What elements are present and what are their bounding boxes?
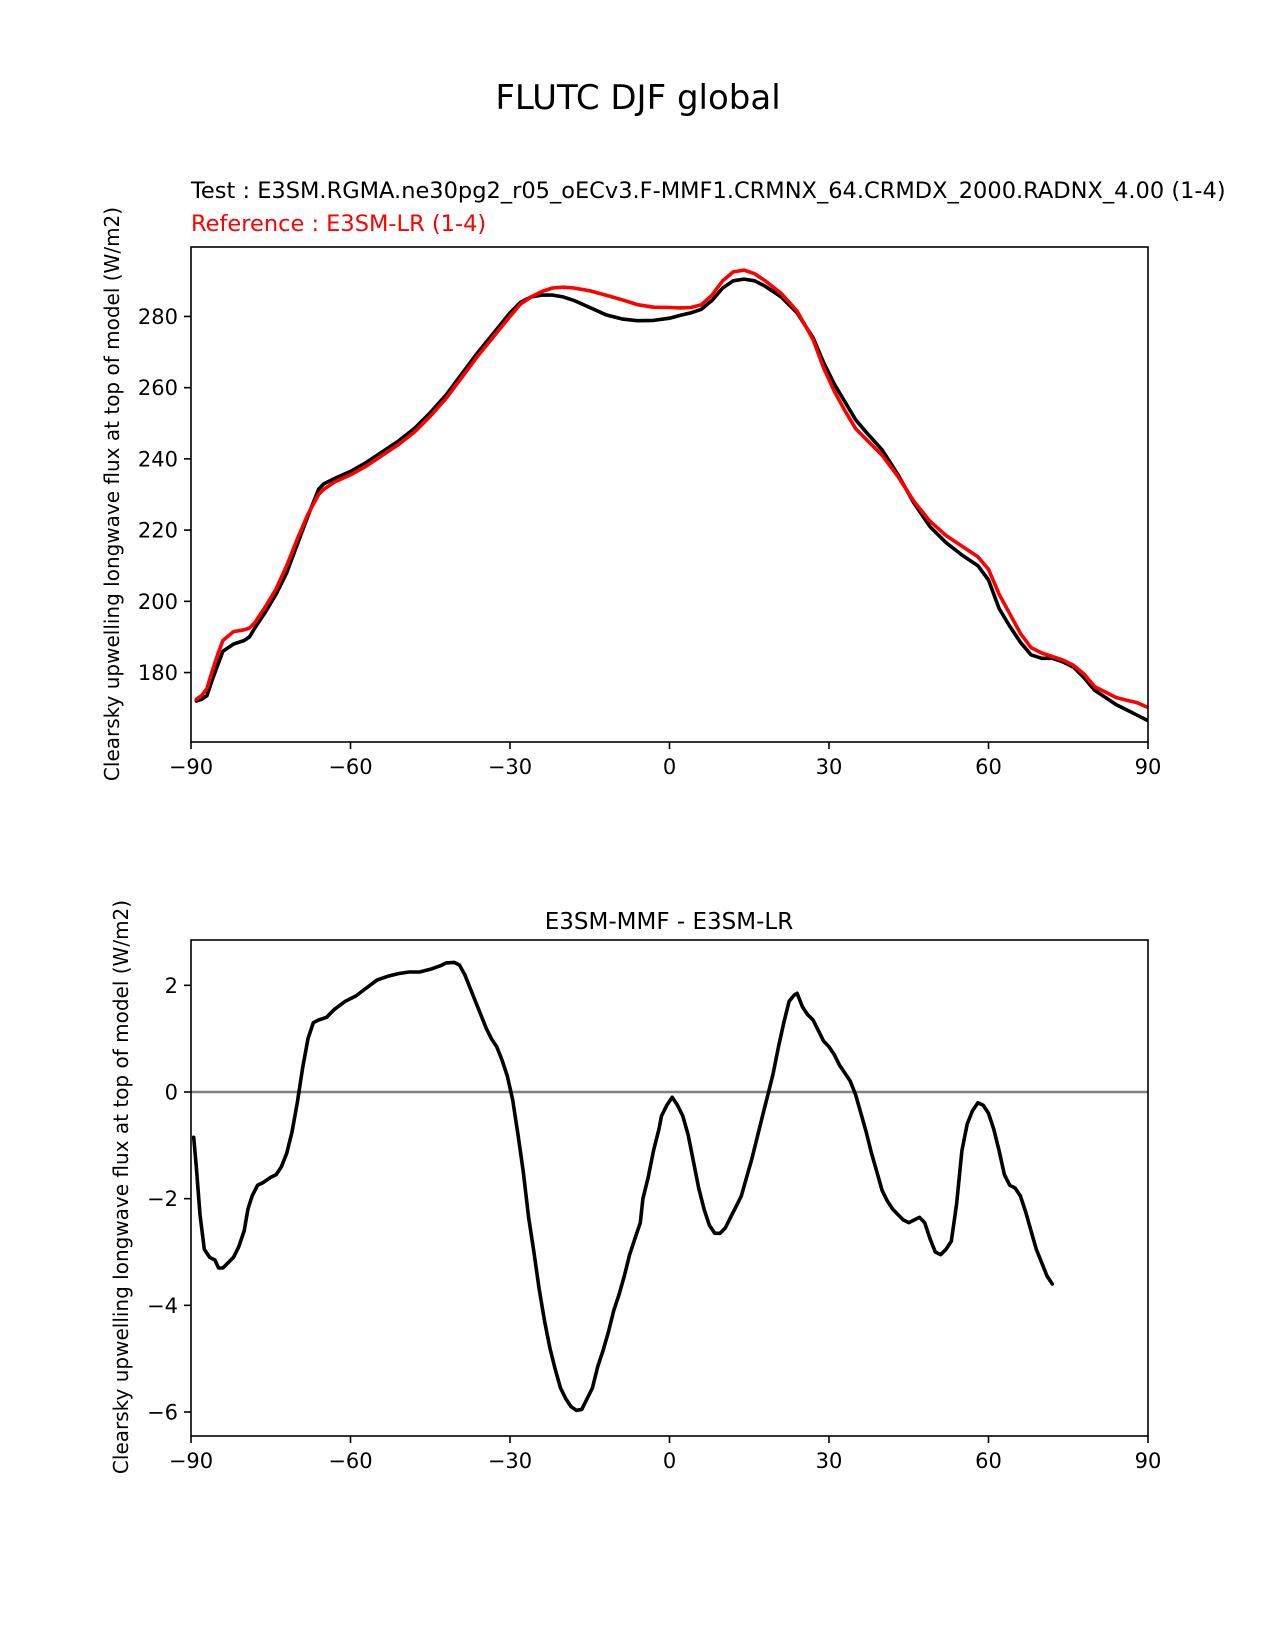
x-tick-label: −90 bbox=[169, 1449, 213, 1473]
y-tick-label: 220 bbox=[138, 519, 178, 543]
y-tick-label: 200 bbox=[138, 590, 178, 614]
y-tick-label: 240 bbox=[138, 447, 178, 471]
series-line-test bbox=[194, 277, 1148, 723]
y-tick-label: 260 bbox=[138, 376, 178, 400]
x-tick-label: −30 bbox=[488, 1449, 532, 1473]
y-tick-label: −2 bbox=[147, 1187, 178, 1211]
plot-frame bbox=[190, 246, 1149, 743]
figure-title: FLUTC DJF global bbox=[495, 78, 780, 118]
x-tick-label: 0 bbox=[663, 1449, 676, 1473]
difference-title: E3SM-MMF - E3SM-LR bbox=[545, 909, 793, 935]
x-tick-label: 90 bbox=[1135, 1449, 1162, 1473]
x-tick-label: −60 bbox=[328, 1449, 372, 1473]
x-tick-label: 30 bbox=[816, 1449, 843, 1473]
x-tick-label: −30 bbox=[488, 755, 532, 779]
test-label: Test : E3SM.RGMA.ne30pg2_r05_oECv3.F-MMF… bbox=[190, 178, 1226, 204]
x-tick-label: 90 bbox=[1135, 755, 1162, 779]
y-tick-label: −6 bbox=[147, 1401, 178, 1425]
x-tick-label: 60 bbox=[975, 755, 1002, 779]
x-tick-label: −90 bbox=[169, 755, 213, 779]
x-tick-label: 30 bbox=[816, 755, 843, 779]
series-line-reference bbox=[194, 268, 1148, 710]
y-tick-label: 0 bbox=[165, 1081, 178, 1105]
y-tick-label: 2 bbox=[165, 974, 178, 998]
x-tick-label: 0 bbox=[663, 755, 676, 779]
y-tick-label: 180 bbox=[138, 661, 178, 685]
y-axis-label: Clearsky upwelling longwave flux at top … bbox=[109, 900, 133, 1474]
x-tick-label: 60 bbox=[975, 1449, 1002, 1473]
y-tick-label: 280 bbox=[138, 305, 178, 329]
plot-frame bbox=[190, 939, 1149, 1437]
comparison-panel: Test : E3SM.RGMA.ne30pg2_r05_oECv3.F-MMF… bbox=[100, 178, 1226, 781]
series-line-difference bbox=[191, 960, 1055, 1413]
y-axis-label: Clearsky upwelling longwave flux at top … bbox=[100, 207, 124, 781]
reference-label: Reference : E3SM-LR (1-4) bbox=[191, 211, 486, 237]
y-tick-label: −4 bbox=[147, 1294, 178, 1318]
x-tick-label: −60 bbox=[328, 755, 372, 779]
difference-panel: E3SM-MMF - E3SM-LR Clearsky upwelling lo… bbox=[109, 900, 1161, 1474]
